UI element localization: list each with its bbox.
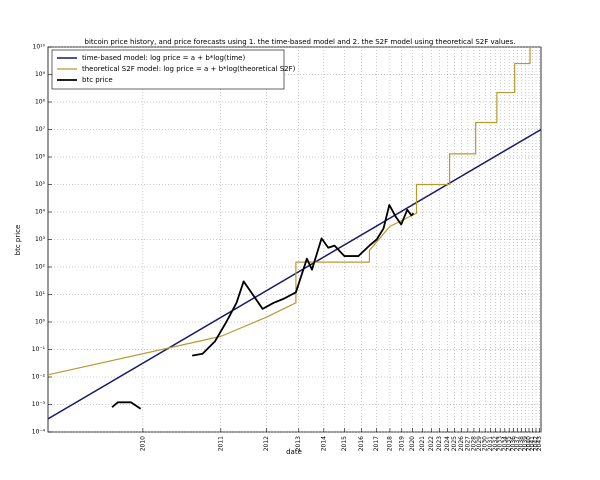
x-tick-label: 2028 bbox=[470, 436, 477, 451]
series-line bbox=[48, 47, 531, 376]
x-tick-label: 2029 bbox=[476, 436, 483, 451]
y-tick-label: 10⁸ bbox=[35, 99, 46, 106]
x-tick-label: 2031 bbox=[487, 436, 494, 451]
x-tick-label: 2021 bbox=[419, 436, 426, 451]
x-tick-label: 2038 bbox=[518, 436, 525, 451]
legend-box bbox=[51, 49, 285, 90]
x-tick-label: 2016 bbox=[358, 436, 365, 451]
y-tick-label: 10⁷ bbox=[35, 126, 46, 133]
x-tick-label: 2025 bbox=[451, 436, 458, 451]
x-tick-label: 2023 bbox=[436, 436, 443, 451]
series-line bbox=[48, 128, 541, 420]
x-tick-label: 2026 bbox=[458, 436, 465, 451]
x-tick-label: 2030 bbox=[482, 436, 489, 451]
x-tick-label: 2043 bbox=[536, 436, 543, 451]
y-tick-label: 10¹⁰ bbox=[33, 44, 46, 51]
y-tick-label: 10¹ bbox=[35, 291, 46, 298]
x-tick-label: 2024 bbox=[444, 436, 451, 451]
y-tick-label: 10³ bbox=[35, 236, 46, 243]
x-tick-label: 2036 bbox=[510, 436, 517, 451]
x-tick-label: 2017 bbox=[373, 436, 380, 451]
x-tick-label: 2012 bbox=[263, 436, 270, 451]
x-tick-label: 2027 bbox=[464, 436, 471, 451]
y-tick-label: 10⁻³ bbox=[32, 401, 46, 408]
x-tick-label: 2033 bbox=[497, 436, 504, 451]
x-tick-label: 2037 bbox=[514, 436, 521, 451]
y-tick-label: 10² bbox=[35, 264, 46, 271]
series-group bbox=[48, 47, 541, 420]
x-axis-label: date bbox=[286, 448, 302, 456]
x-tick-label: 2039 bbox=[522, 436, 529, 451]
x-tick-label: 2034 bbox=[501, 436, 508, 451]
x-tick-label: 2020 bbox=[409, 436, 416, 451]
x-tick-label: 2041 bbox=[529, 436, 536, 451]
x-tick-label: 2032 bbox=[492, 436, 499, 451]
y-tick-label: 10⁶ bbox=[35, 154, 46, 161]
y-tick-label: 10⁰ bbox=[35, 319, 46, 326]
y-tick-label: 10⁻¹ bbox=[32, 346, 46, 353]
legend-label: theoretical S2F model: log price = a + b… bbox=[82, 65, 296, 73]
x-tick-label: 2015 bbox=[341, 436, 348, 451]
y-tick-label: 10⁻² bbox=[32, 374, 46, 381]
x-tick-label: 2014 bbox=[320, 436, 327, 451]
x-tick-label: 2013 bbox=[295, 436, 302, 451]
chart-title: bitcoin price history, and price forecas… bbox=[85, 38, 516, 46]
x-tick-label: 2035 bbox=[506, 436, 513, 451]
x-tick-label: 2010 bbox=[139, 436, 146, 451]
y-axis-label: btc price bbox=[14, 225, 22, 256]
y-tick-label: 10⁹ bbox=[35, 71, 46, 78]
x-tick-label: 2019 bbox=[398, 436, 405, 451]
x-tick-label: 2042 bbox=[533, 436, 540, 451]
x-tick-label: 2011 bbox=[217, 436, 224, 451]
x-tick-label: 2018 bbox=[386, 436, 393, 451]
legend-label: time-based model: log price = a + b*log(… bbox=[82, 54, 245, 62]
y-tick-label: 10⁴ bbox=[35, 209, 46, 216]
legend-label: btc price bbox=[82, 76, 113, 84]
x-tick-label: 2022 bbox=[428, 436, 435, 451]
y-tick-label: 10⁵ bbox=[35, 181, 46, 188]
x-tick-label: 2040 bbox=[525, 436, 532, 451]
series-line bbox=[111, 204, 415, 410]
y-tick-label: 10⁻⁴ bbox=[32, 429, 46, 436]
